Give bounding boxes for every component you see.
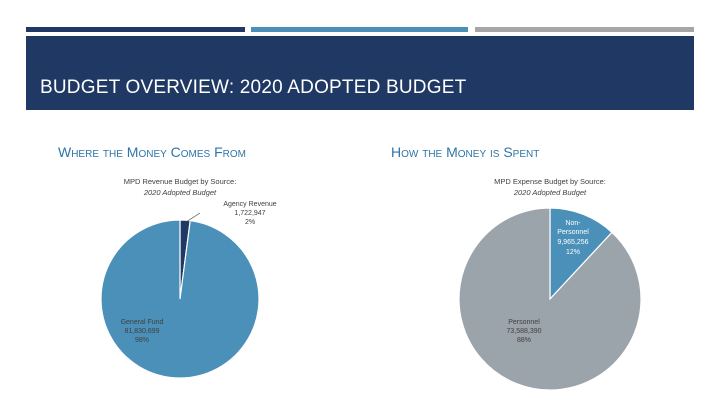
revenue-chart: MPD Revenue Budget by Source: 2020 Adopt… <box>20 165 340 400</box>
general-fund-label: General Fund <box>121 319 164 326</box>
general-fund-value: 81,830,699 <box>124 328 159 335</box>
expense-chart-title: MPD Expense Budget by Source: <box>494 177 606 186</box>
expense-slice-personnel <box>458 207 642 391</box>
revenue-chart-title: MPD Revenue Budget by Source: <box>124 177 237 186</box>
page-title: BUDGET OVERVIEW: 2020 ADOPTED BUDGET <box>40 77 467 98</box>
agency-revenue-leader-line <box>185 212 201 223</box>
expense-slice-non-personnel <box>549 207 613 301</box>
personnel-percent: 88% <box>517 337 531 344</box>
personnel-value: 73,588,390 <box>506 328 541 335</box>
non-personnel-label-line1: Non- <box>565 220 581 227</box>
expense-chart: MPD Expense Budget by Source: 2020 Adopt… <box>390 165 710 400</box>
non-personnel-value: 9,965,256 <box>557 239 588 246</box>
expense-pie-svg: MPD Expense Budget by Source: 2020 Adopt… <box>458 177 642 391</box>
revenue-slices <box>100 219 260 379</box>
accent-bar-gray <box>475 27 694 32</box>
non-personnel-label-line2: Personnel <box>557 229 589 236</box>
accent-bar-navy <box>26 27 245 32</box>
personnel-label: Personnel <box>508 319 540 326</box>
revenue-chart-subtitle: 2020 Adopted Budget <box>143 188 217 197</box>
revenue-slice-general-fund <box>100 219 260 379</box>
expense-section-heading: How the Money is Spent <box>391 144 540 160</box>
expense-slices <box>458 207 642 391</box>
title-banner: BUDGET OVERVIEW: 2020 ADOPTED BUDGET <box>26 36 694 110</box>
agency-revenue-value: 1,722,947 <box>234 210 265 217</box>
non-personnel-percent: 12% <box>566 249 580 256</box>
agency-revenue-percent: 2% <box>245 219 255 226</box>
accent-bar-blue <box>251 27 468 32</box>
revenue-section-heading: Where the Money Comes From <box>58 144 246 160</box>
agency-revenue-label: Agency Revenue <box>223 201 276 208</box>
general-fund-percent: 98% <box>135 337 149 344</box>
expense-chart-subtitle: 2020 Adopted Budget <box>513 188 587 197</box>
revenue-pie-svg: MPD Revenue Budget by Source: 2020 Adopt… <box>100 177 277 379</box>
